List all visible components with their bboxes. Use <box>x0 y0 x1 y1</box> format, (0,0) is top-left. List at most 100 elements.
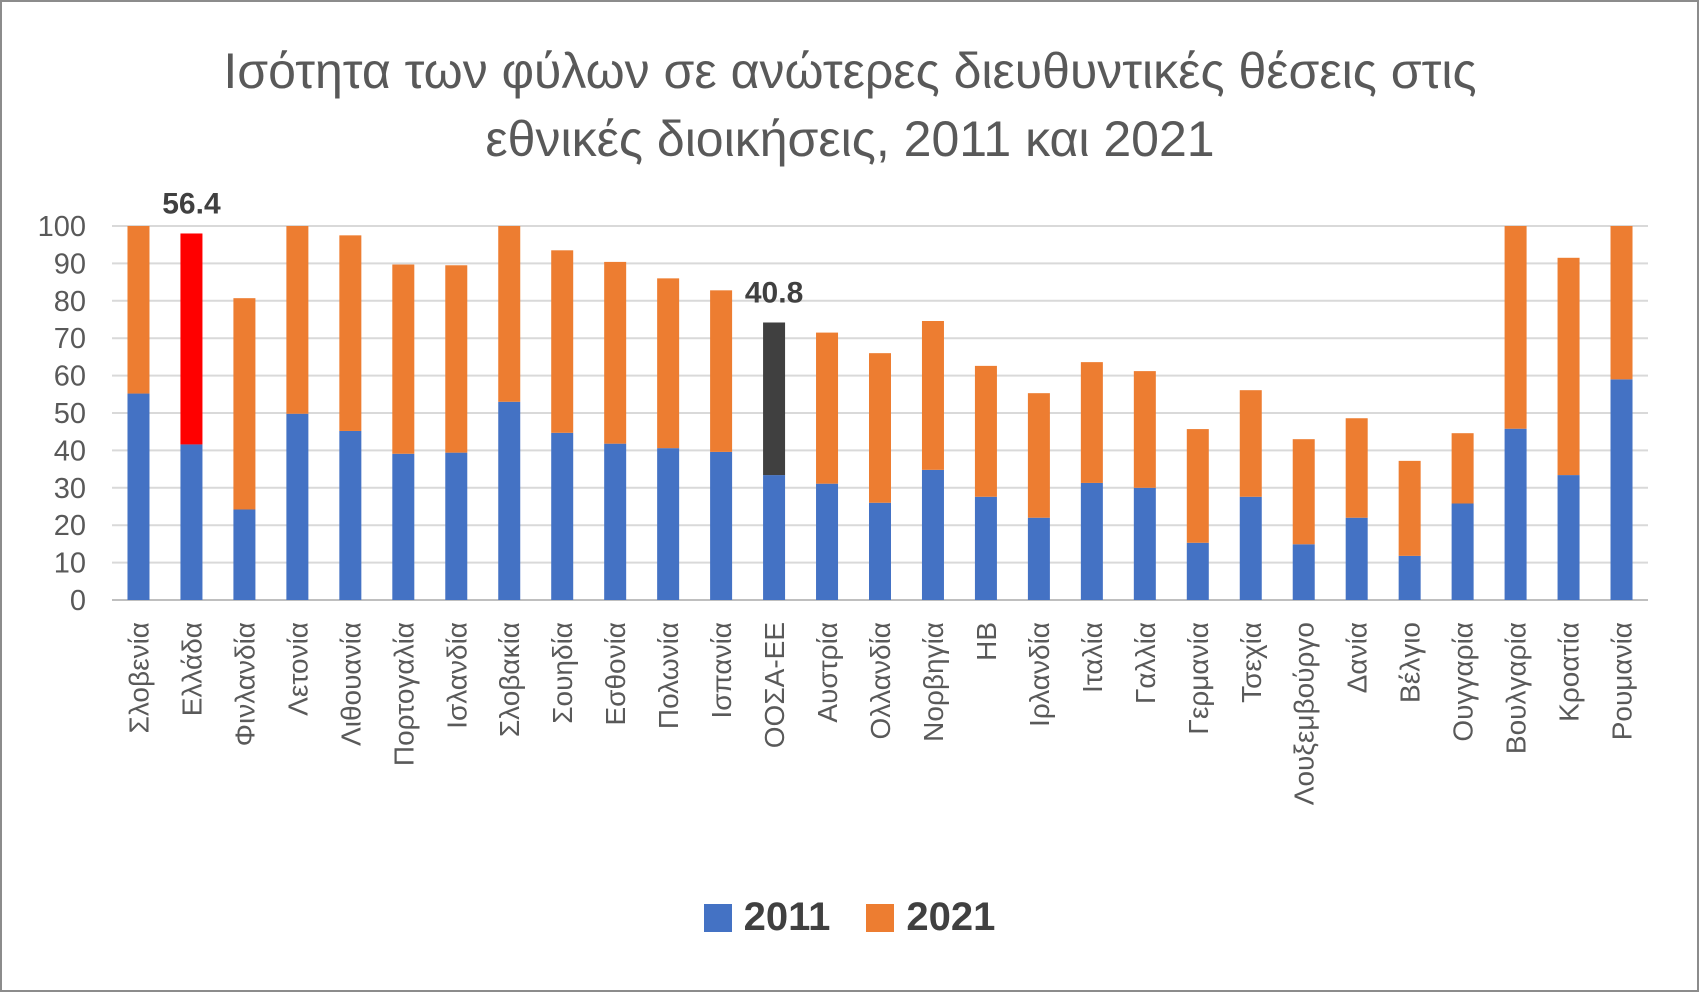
bar-2011-Σλοβακία <box>498 401 521 600</box>
bar-2021-Ιταλία <box>1080 362 1103 483</box>
bar-2011-Ιρλανδία <box>1027 517 1050 600</box>
bar-2021-Πορτογαλία <box>392 264 415 454</box>
bar-2011-Φινλανδία <box>233 509 256 600</box>
x-tick-label: Σλοβακία <box>494 622 525 737</box>
bar-2021-Ελλάδα <box>180 233 203 445</box>
y-tick-label: 100 <box>38 211 86 243</box>
bar-2021-ΟΟΣΑ-ΕΕ <box>763 322 786 476</box>
x-tick-label: Λιθουανία <box>335 622 366 746</box>
bars <box>127 226 1633 600</box>
bar-2021-Ρουμανία <box>1610 226 1633 380</box>
bar-2021-Λετονία <box>286 226 309 414</box>
bar-2011-Σουηδία <box>551 432 574 600</box>
x-tick-label: Ολλανδία <box>865 622 896 740</box>
x-tick-label: Πολωνία <box>653 622 684 729</box>
y-tick-label: 50 <box>54 398 86 430</box>
y-tick-label: 90 <box>54 248 86 280</box>
data-label-Ελλάδα: 56.4 <box>162 187 221 220</box>
bar-2021-Τσεχία <box>1239 390 1262 497</box>
bar-2021-Λουξεμβούργο <box>1292 439 1315 545</box>
bar-2011-Βέλγιο <box>1398 555 1421 600</box>
bar-2021-Φινλανδία <box>233 298 256 510</box>
x-tick-label: Πορτογαλία <box>388 622 419 766</box>
bar-2021-Ολλανδία <box>869 353 891 503</box>
x-tick-label: ΟΟΣΑ-ΕΕ <box>759 622 790 748</box>
x-tick-label: Εσθονία <box>600 622 631 726</box>
bar-2011-Σλοβενία <box>127 393 150 600</box>
bar-2011-Δανία <box>1345 517 1368 600</box>
x-tick-label: Τσεχία <box>1236 622 1267 703</box>
bar-2011-Γαλλία <box>1133 487 1156 600</box>
x-tick-label: Ρουμανία <box>1607 622 1638 740</box>
x-tick-label: Γερμανία <box>1183 622 1214 735</box>
bar-2011-ΗΒ <box>974 496 997 600</box>
y-tick-label: 70 <box>54 323 86 355</box>
bar-2021-Γερμανία <box>1186 429 1209 543</box>
x-tick-label: ΗΒ <box>971 622 1002 661</box>
bar-2011-Γερμανία <box>1186 542 1209 600</box>
bar-2021-Πολωνία <box>657 278 680 449</box>
bar-2011-Ουγγαρία <box>1451 503 1474 600</box>
chart-title-line-2: εθνικές διοικήσεις, 2011 και 2021 <box>485 111 1215 167</box>
y-tick-label: 60 <box>54 361 86 393</box>
bar-2011-Ελλάδα <box>180 444 203 600</box>
x-tick-label: Ιρλανδία <box>1024 622 1055 727</box>
legend-swatch-2021 <box>866 903 895 932</box>
legend: 2011 2021 <box>0 895 1699 940</box>
y-tick-label: 80 <box>54 286 86 318</box>
bar-2021-Εσθονία <box>604 261 627 444</box>
bar-2021-Ουγγαρία <box>1451 433 1474 504</box>
y-tick-label: 20 <box>54 510 86 542</box>
y-tick-label: 30 <box>54 473 86 505</box>
chart-title-line-1: Ισότητα των φύλων σε ανώτερες διευθυντικ… <box>223 43 1477 99</box>
bar-2011-Πορτογαλία <box>392 453 415 600</box>
bar-2011-Εσθονία <box>604 443 627 600</box>
legend-label-2021: 2021 <box>906 895 996 939</box>
x-tick-label: Δανία <box>1342 622 1373 693</box>
bar-2021-Κροατία <box>1557 257 1580 476</box>
bar-2021-Γαλλία <box>1133 371 1156 488</box>
x-axis-tick-labels: Σλοβενία Ελλάδα Φινλανδία Λετονία Λιθουανία Π… <box>123 622 1637 805</box>
legend-item-2021: 2021 <box>866 895 995 940</box>
bar-2011-Νορβηγία <box>921 469 944 600</box>
bar-2021-Βέλγιο <box>1398 460 1421 556</box>
bar-2021-Βουλγαρία <box>1504 226 1527 429</box>
bar-2021-Αυστρία <box>816 332 839 484</box>
bar-2011-Αυστρία <box>816 483 839 600</box>
x-tick-label: Ελλάδα <box>176 622 207 716</box>
x-tick-label: Βέλγιο <box>1395 622 1426 703</box>
bar-2011-Λιθουανία <box>339 430 362 600</box>
y-tick-label: 40 <box>54 435 86 467</box>
x-tick-label: Σλοβενία <box>123 622 154 733</box>
x-tick-label: Ιταλία <box>1077 622 1108 693</box>
bar-2021-Σουηδία <box>551 250 574 433</box>
x-tick-label: Νορβηγία <box>918 622 949 742</box>
bar-2011-ΟΟΣΑ-ΕΕ <box>763 475 786 600</box>
bar-2011-Ιταλία <box>1080 482 1103 600</box>
x-tick-label: Λουξεμβούργο <box>1289 622 1320 805</box>
bar-2011-Ολλανδία <box>869 502 891 600</box>
bar-2021-Ισπανία <box>710 290 733 452</box>
y-tick-label: 10 <box>54 548 86 580</box>
legend-label-2011: 2011 <box>743 895 831 939</box>
legend-swatch-2011 <box>703 903 732 932</box>
x-tick-label: Ισλανδία <box>441 622 472 729</box>
bar-2011-Λετονία <box>286 413 309 600</box>
bar-2011-Ρουμανία <box>1610 379 1633 600</box>
x-tick-label: Ουγγαρία <box>1448 622 1479 742</box>
y-tick-label: 0 <box>70 585 86 617</box>
bar-2021-Ισλανδία <box>445 265 468 453</box>
data-labels: 56.4 40.8 <box>162 187 803 309</box>
x-tick-label: Αυστρία <box>812 622 843 723</box>
bar-2021-Ιρλανδία <box>1027 393 1050 518</box>
y-axis-tick-labels: 0 10 20 30 40 50 60 70 80 90 100 <box>38 211 86 617</box>
bar-2021-Νορβηγία <box>921 320 944 470</box>
bar-2011-Πολωνία <box>657 448 680 600</box>
bar-2011-Κροατία <box>1557 475 1580 600</box>
bar-2021-ΗΒ <box>974 365 997 497</box>
bar-2011-Βουλγαρία <box>1504 428 1527 600</box>
x-tick-label: Φινλανδία <box>229 622 260 746</box>
bar-2021-Λιθουανία <box>339 235 362 431</box>
legend-item-2011: 2011 <box>703 895 831 940</box>
x-tick-label: Λετονία <box>282 622 313 716</box>
